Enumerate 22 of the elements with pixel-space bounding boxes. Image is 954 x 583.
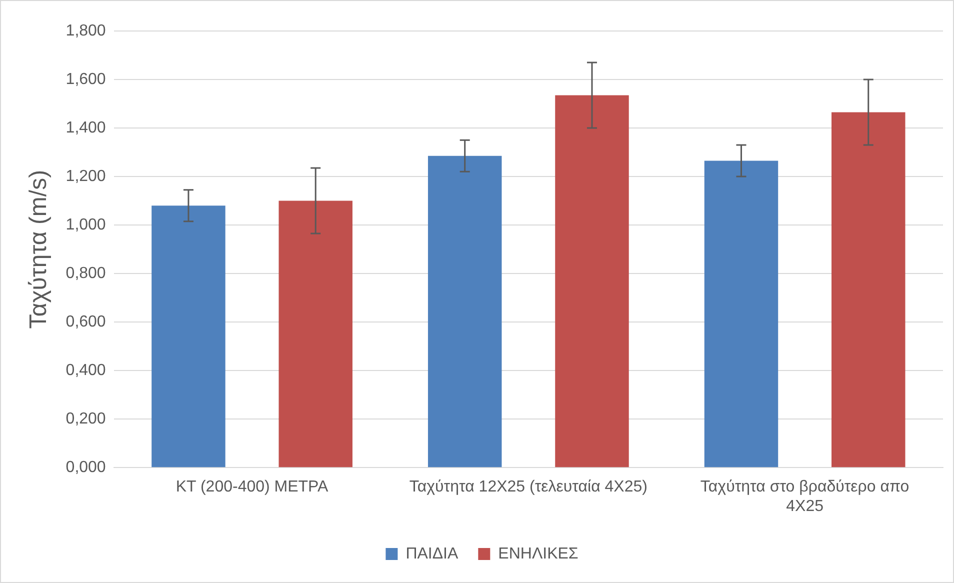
x-tick-label: ΚΤ (200-400) ΜΕΤΡΑ (176, 478, 329, 496)
y-tick-label: 0,400 (66, 362, 106, 379)
bar (428, 156, 502, 468)
bar (152, 206, 226, 468)
y-tick-label: 1,200 (66, 168, 106, 185)
x-tick-label: Ταχύτητα στο βραδύτερο απο 4Χ25 (700, 478, 910, 515)
y-tick-label: 0,200 (66, 410, 106, 428)
legend-label: ΕΝΗΛΙΚΕΣ (498, 545, 578, 562)
bar (555, 95, 629, 468)
y-tick-label: 1,600 (66, 70, 106, 88)
y-tick-label: 1,400 (66, 119, 106, 136)
y-tick-label: 0,000 (66, 459, 106, 476)
y-tick-label: 0,800 (66, 264, 106, 282)
y-tick-label: 1,800 (66, 22, 106, 40)
bar (832, 112, 906, 468)
y-tick-label: 1,000 (66, 216, 106, 234)
x-tick-label: Ταχύτητα 12Χ25 (τελευταία 4Χ25) (409, 478, 648, 496)
bar (278, 200, 352, 468)
y-axis-title: Ταχύτητα (m/s) (25, 170, 52, 329)
y-tick-label: 0,600 (66, 313, 106, 330)
legend-label: ΠΑΙΔΙΑ (406, 545, 458, 562)
bar (704, 160, 778, 468)
